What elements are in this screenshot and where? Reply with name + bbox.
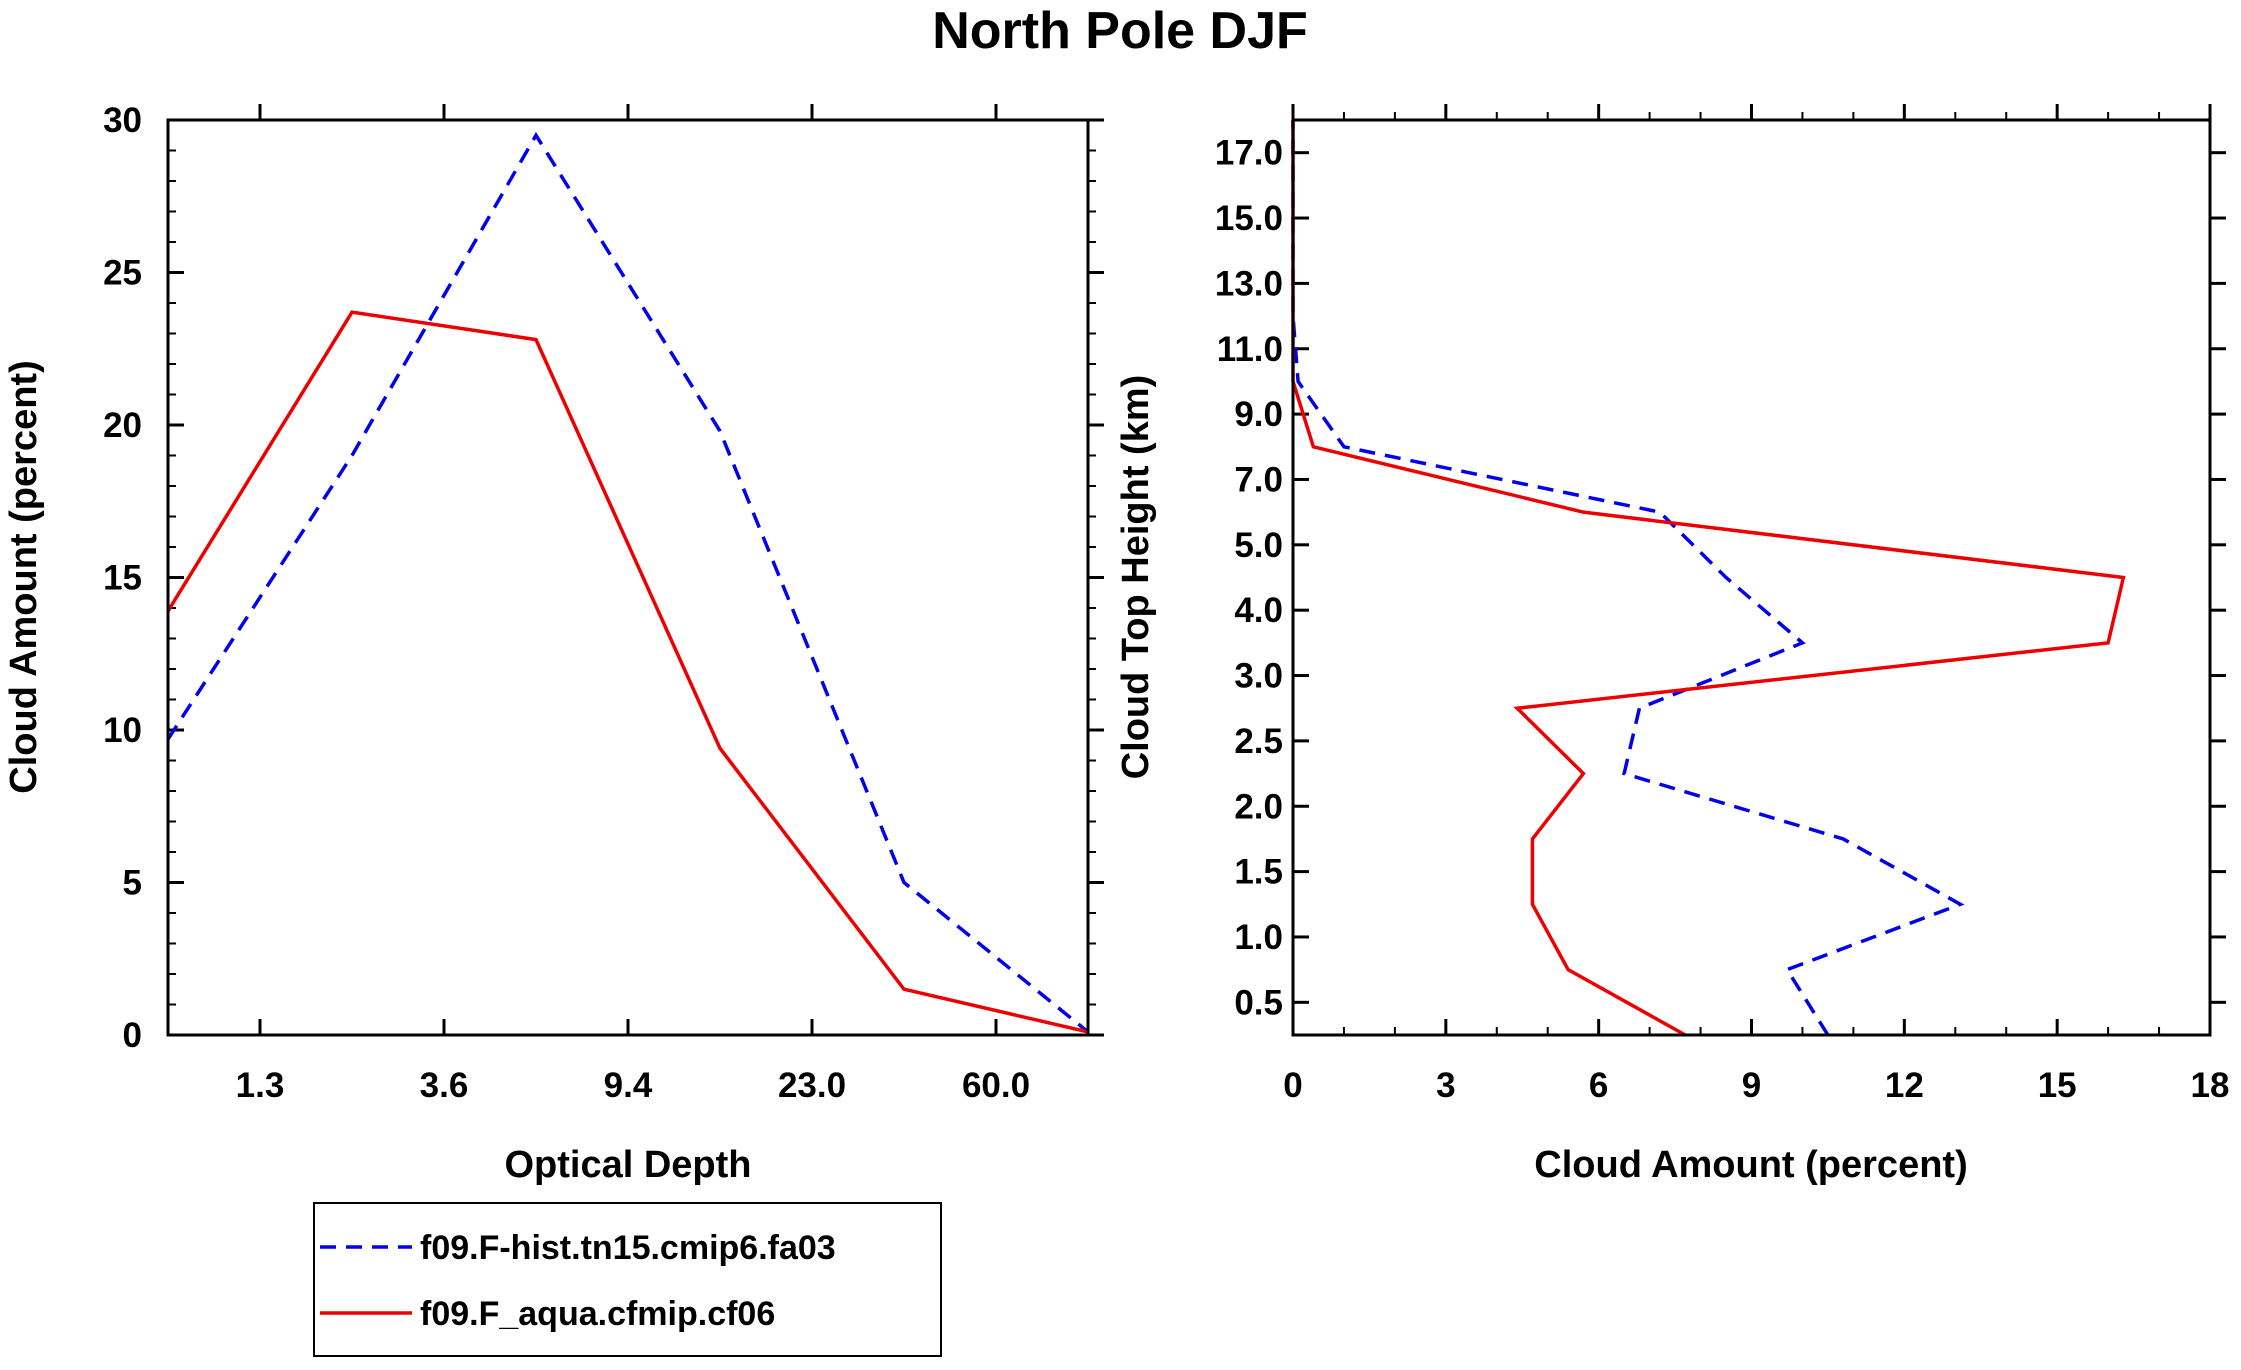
y-tick-label: 10	[103, 711, 142, 750]
legend: f09.F-hist.tn15.cmip6.fa03 f09.F_aqua.cf…	[313, 1202, 942, 1357]
y-tick-label: 15	[103, 559, 142, 598]
optical-depth-y-axis-label: Cloud Amount (percent)	[3, 360, 45, 793]
series-line-model	[1291, 120, 1965, 1036]
chart-title: North Pole DJF	[932, 2, 1308, 60]
cloud-top-height-plot-frame	[1291, 118, 2212, 1037]
y-tick-label: 0.5	[1234, 983, 1283, 1022]
x-tick-label: 1.3	[236, 1066, 285, 1105]
y-tick-label: 2.0	[1234, 787, 1283, 826]
x-tick-label: 0	[1283, 1066, 1302, 1105]
y-tick-label: 3.0	[1234, 657, 1283, 696]
y-tick-label: 0	[123, 1016, 142, 1055]
x-tick-label: 3	[1436, 1066, 1455, 1105]
x-tick-label: 60.0	[962, 1066, 1030, 1105]
y-tick-label: 30	[103, 101, 142, 140]
series-line-model	[166, 131, 1090, 1034]
y-tick-label: 11.0	[1217, 330, 1283, 369]
x-tick-label: 9.4	[604, 1066, 653, 1105]
y-tick-label: 25	[103, 254, 142, 293]
y-tick-label: 1.0	[1234, 918, 1283, 957]
x-tick-label: 12	[1885, 1066, 1924, 1105]
cloud-top-height-x-axis-label: Cloud Amount (percent)	[1534, 1144, 1967, 1186]
series-line-obs	[166, 310, 1089, 1034]
cloud-top-height-y-axis-label: Cloud Top Height (km)	[1115, 375, 1157, 780]
y-tick-label: 5	[123, 864, 142, 903]
x-tick-label: 3.6	[420, 1066, 469, 1105]
y-tick-label: 13.0	[1215, 264, 1283, 303]
legend-box	[313, 1202, 942, 1357]
optical-depth-x-axis-label: Optical Depth	[504, 1144, 751, 1186]
x-tick-label: 15	[2038, 1066, 2077, 1105]
x-tick-label: 9	[1742, 1066, 1761, 1105]
y-tick-label: 9.0	[1234, 395, 1283, 434]
y-tick-label: 15.0	[1215, 199, 1283, 238]
y-tick-label: 20	[103, 406, 142, 445]
y-tick-label: 2.5	[1234, 722, 1283, 761]
x-tick-label: 6	[1589, 1066, 1608, 1105]
cloud-top-height-panel: 0 3 6 9 12 15 18 0.5 1.0 1.5 2.0 2.5 3.0 4.0 5.0 7.0 9.0…	[1115, 104, 2229, 1186]
x-tick-label: 23.0	[778, 1066, 846, 1105]
series-line-obs	[1291, 120, 2126, 1037]
y-tick-label: 7.0	[1234, 460, 1283, 499]
x-tick-label: 18	[2191, 1066, 2230, 1105]
legend-model-label: f09.F-hist.tn15.cmip6.fa03	[420, 1229, 836, 1267]
y-tick-label: 5.0	[1234, 526, 1283, 565]
optical-depth-panel: 1.3 3.6 9.4 23.0 60.0 0 5 10 15 20 25 30 Optical De…	[3, 101, 1104, 1186]
legend-obs-label: f09.F_aqua.cfmip.cf06	[420, 1295, 775, 1333]
y-tick-label: 4.0	[1234, 591, 1283, 630]
y-tick-label: 17.0	[1215, 134, 1283, 173]
y-tick-label: 1.5	[1234, 853, 1283, 892]
optical-depth-plot-frame	[166, 118, 1090, 1037]
